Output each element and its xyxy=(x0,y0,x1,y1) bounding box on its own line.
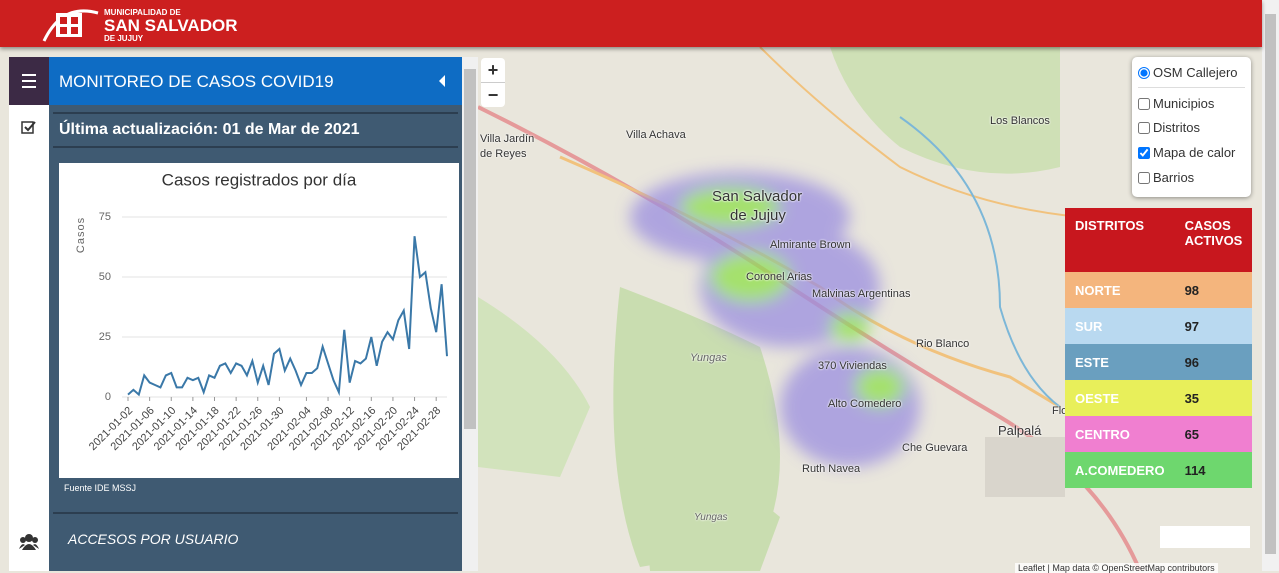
map-label: 370 Viviendas xyxy=(818,360,887,372)
district-cases: 35 xyxy=(1184,390,1200,406)
district-cases: 96 xyxy=(1184,354,1200,370)
district-name: NORTE xyxy=(1075,282,1121,298)
table-header: DISTRITOS xyxy=(1075,218,1145,233)
zoom-in[interactable]: + xyxy=(481,58,505,83)
district-name: A.COMEDERO xyxy=(1075,462,1165,478)
y-tick-label: 0 xyxy=(105,391,111,403)
layer-label: Municipios xyxy=(1153,96,1215,111)
map-logo xyxy=(1160,526,1250,548)
district-cases: 114 xyxy=(1184,462,1206,478)
chart: Casos registrados por día Casos 02550752… xyxy=(59,163,459,478)
layer-label: Distritos xyxy=(1153,120,1200,135)
district-cases: 98 xyxy=(1184,282,1200,298)
district-cases: 97 xyxy=(1184,318,1200,334)
districts-table: DISTRITOS CASOS ACTIVOS NORTE 98 SUR 97 ESTE… xyxy=(1065,208,1253,488)
sidebar-panel: MONITOREO DE CASOS COVID19 Última actual… xyxy=(49,57,462,571)
layer-label: Barrios xyxy=(1153,170,1195,185)
check-tab[interactable] xyxy=(21,119,37,135)
map-label: Coronel Arias xyxy=(746,271,813,283)
layer-separator xyxy=(1138,87,1245,88)
district-cases: 65 xyxy=(1184,426,1200,442)
layer-checkbox[interactable] xyxy=(1138,97,1150,110)
map-label: Palpalá xyxy=(998,423,1042,438)
table-row: ESTE 96 xyxy=(1065,344,1253,380)
layer-option: Barrios xyxy=(1138,170,1194,185)
menu-tab[interactable] xyxy=(9,57,49,105)
page-scrollbar[interactable] xyxy=(1262,0,1279,571)
panel-title: MONITOREO DE CASOS COVID19 xyxy=(59,72,334,91)
layer-option: Mapa de calor xyxy=(1138,145,1235,160)
map-label: Los Blancos xyxy=(990,115,1050,127)
district-name: SUR xyxy=(1075,318,1103,334)
y-tick-label: 50 xyxy=(99,271,111,283)
map-label: Yungas xyxy=(694,512,728,523)
table-row: A.COMEDERO 114 xyxy=(1065,452,1253,488)
table-header: CASOS ACTIVOS xyxy=(1184,218,1243,248)
map-label: Che Guevara xyxy=(902,442,968,454)
layer-checkbox[interactable] xyxy=(1138,121,1150,134)
data-line xyxy=(127,236,448,397)
map-label: Yungas xyxy=(690,352,727,364)
header: MUNICIPALIDAD DE SAN SALVADOR DE JUJUY xyxy=(0,0,1262,47)
logo-icon xyxy=(42,9,99,42)
map-label: Ruth Navea xyxy=(802,463,861,475)
table-row: SUR 97 xyxy=(1065,308,1253,344)
table-row: OESTE 35 xyxy=(1065,380,1253,416)
users-tab[interactable] xyxy=(19,533,39,551)
layer-checkbox[interactable] xyxy=(1138,146,1150,159)
source-text: Fuente IDE MSSJ xyxy=(64,483,137,493)
district-name: ESTE xyxy=(1075,354,1109,370)
map-label: Villa Achava xyxy=(626,129,686,141)
panel-scrollbar[interactable] xyxy=(462,57,478,571)
district-name: OESTE xyxy=(1075,390,1120,406)
layer-checkbox[interactable] xyxy=(1138,171,1150,184)
layer-radio[interactable] xyxy=(1138,66,1150,79)
sidebar-tabs xyxy=(9,57,49,571)
district-name: CENTRO xyxy=(1075,426,1130,442)
map-label: de Jujuy xyxy=(730,207,786,224)
table-row: NORTE 98 xyxy=(1065,272,1253,308)
layer-label: OSM Callejero xyxy=(1153,65,1238,80)
layer-option: Distritos xyxy=(1138,120,1200,135)
map-label: de Reyes xyxy=(480,148,527,160)
map xyxy=(477,47,1262,571)
section-title[interactable]: ACCESOS POR USUARIO xyxy=(68,531,239,547)
collapse-button[interactable] xyxy=(437,74,447,88)
map-label: Malvinas Argentinas xyxy=(812,288,911,300)
layer-option: Municipios xyxy=(1138,96,1214,111)
map-label: Villa Jardín xyxy=(480,133,535,145)
layer-label: Mapa de calor xyxy=(1153,145,1236,160)
layer-control: OSM Callejero Municipios Distritos Mapa de … xyxy=(1132,57,1251,197)
map-label: Almirante Brown xyxy=(770,239,851,251)
map-label: Rio Blanco xyxy=(916,338,970,350)
panel-header: MONITOREO DE CASOS COVID19 xyxy=(49,57,462,105)
y-tick-label: 25 xyxy=(99,331,111,343)
update-text: Última actualización: 01 de Mar de 2021 xyxy=(59,121,360,138)
logo-text: SAN SALVADOR xyxy=(104,16,238,35)
layer-option: OSM Callejero xyxy=(1138,65,1238,80)
y-tick-label: 75 xyxy=(99,211,111,223)
zoom-out[interactable]: − xyxy=(481,83,505,107)
chart-title: Casos registrados por día xyxy=(162,170,357,189)
map-label: Florida xyxy=(1052,405,1086,417)
logo-text: MUNICIPALIDAD DE xyxy=(104,8,181,17)
map-label: Alto Comedero xyxy=(828,398,902,410)
y-axis-label: Casos xyxy=(75,217,87,253)
logo-text: DE JUJUY xyxy=(104,34,144,43)
attribution: Leaflet | Map data © OpenStreetMap contr… xyxy=(1015,563,1218,573)
map-label: San Salvador xyxy=(712,188,803,205)
table-row: CENTRO 65 xyxy=(1065,416,1253,452)
